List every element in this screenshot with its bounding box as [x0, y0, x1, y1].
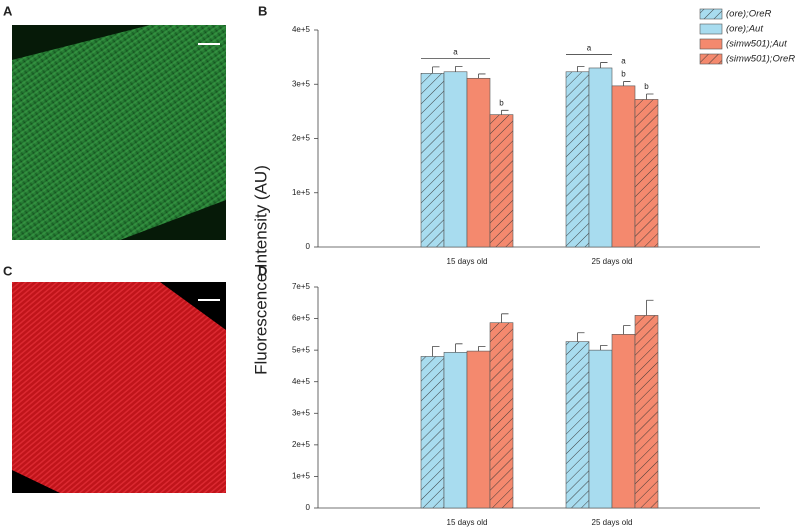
- x-tick-label: 25 days old: [592, 518, 633, 527]
- y-axis-label: Fluorescence Intensity (AU): [251, 165, 270, 375]
- panel-label: C: [3, 263, 13, 278]
- x-tick-label: 15 days old: [447, 257, 488, 266]
- y-tick-label: 2e+5: [292, 440, 311, 449]
- y-tick-label: 7e+5: [292, 282, 311, 291]
- y-tick-label: 4e+5: [292, 25, 311, 34]
- annotation: a: [587, 44, 592, 53]
- bar: [634, 99, 659, 248]
- error-bar: [623, 81, 631, 86]
- error-bar: [478, 73, 486, 79]
- error-bar: [577, 65, 585, 72]
- annotation: b: [644, 82, 649, 91]
- bar: [489, 114, 514, 248]
- error-bar: [623, 325, 631, 335]
- bar: [443, 71, 468, 248]
- error-bar: [432, 66, 440, 74]
- bar: [489, 322, 514, 509]
- annotation: b: [499, 98, 504, 107]
- legend-label: (ore);Aut: [726, 24, 763, 35]
- bar: [588, 67, 613, 248]
- annotation: b: [621, 70, 626, 79]
- legend-swatch: [699, 38, 723, 50]
- panel-label: B: [258, 3, 267, 18]
- legend-label: (simw501);Aut: [726, 39, 787, 50]
- bar: [565, 341, 590, 509]
- error-bar: [600, 62, 608, 68]
- panel-label: A: [3, 3, 13, 18]
- error-bar: [577, 332, 585, 342]
- y-tick-label: 3e+5: [292, 408, 311, 417]
- y-tick-label: 0: [306, 242, 311, 251]
- bar: [634, 315, 659, 509]
- error-bar: [646, 299, 654, 316]
- bar: [565, 71, 590, 248]
- x-tick-label: 15 days old: [447, 518, 488, 527]
- bar: [611, 334, 636, 509]
- bar: [420, 356, 445, 509]
- bar: [466, 77, 491, 248]
- legend-label: (ore);OreR: [726, 9, 772, 20]
- error-bar: [646, 93, 654, 100]
- error-bar: [455, 343, 463, 353]
- error-bar: [455, 65, 463, 72]
- annotation: a: [621, 57, 626, 66]
- y-tick-label: 5e+5: [292, 345, 311, 354]
- y-tick-label: 2e+5: [292, 134, 311, 143]
- legend-swatch: [699, 8, 723, 20]
- bar: [443, 352, 468, 509]
- y-tick-label: 1e+5: [292, 472, 311, 481]
- error-bar: [501, 109, 509, 115]
- error-bar: [501, 313, 509, 323]
- y-tick-label: 3e+5: [292, 79, 311, 88]
- error-bar: [432, 345, 440, 357]
- legend-swatch: [699, 23, 723, 35]
- legend-swatch: [699, 53, 723, 65]
- bar: [588, 349, 613, 509]
- y-tick-label: 4e+5: [292, 377, 311, 386]
- annotation: a: [453, 47, 458, 56]
- bar: [420, 73, 445, 248]
- y-tick-label: 0: [306, 503, 311, 512]
- error-bar: [478, 345, 486, 352]
- x-tick-label: 25 days old: [592, 257, 633, 266]
- legend-label: (simw501);OreR: [726, 54, 795, 65]
- y-tick-label: 1e+5: [292, 188, 311, 197]
- micrograph-c: [12, 282, 226, 493]
- error-bar: [600, 345, 608, 351]
- bar: [611, 85, 636, 248]
- micrograph-a: [12, 25, 226, 240]
- bar: [466, 350, 491, 509]
- panel-label: D: [258, 263, 267, 278]
- y-tick-label: 6e+5: [292, 314, 311, 323]
